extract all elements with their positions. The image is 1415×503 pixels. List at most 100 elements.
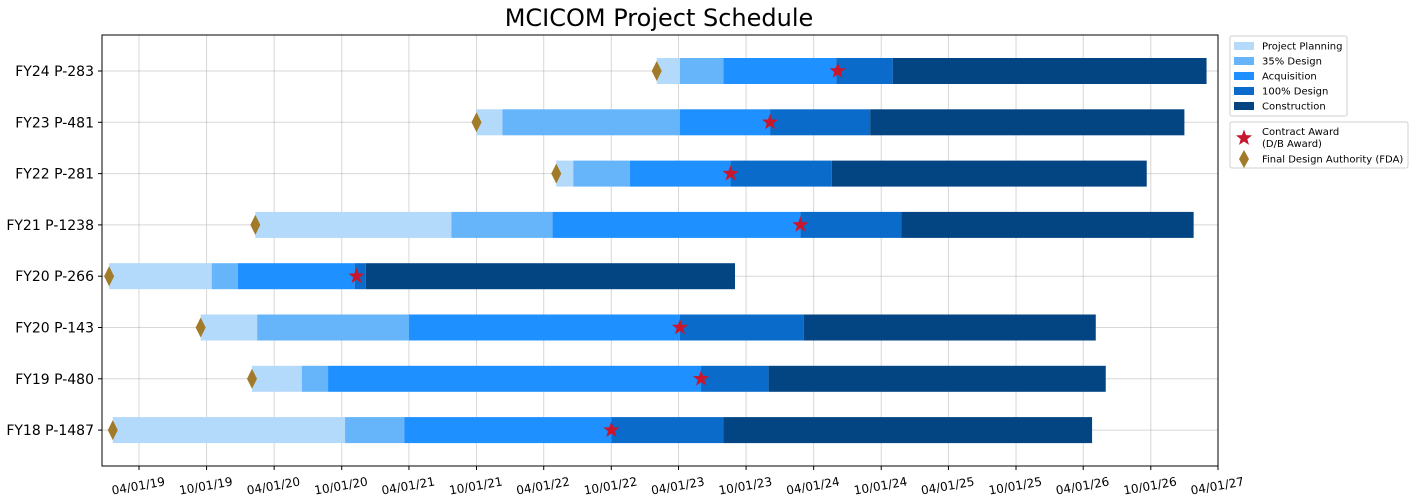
legend-swatch	[1234, 72, 1254, 80]
bar-35-design	[451, 211, 553, 238]
legend-label: Acquisition	[1262, 72, 1317, 83]
grid-lines	[98, 35, 1219, 470]
bar-100-design	[770, 109, 871, 136]
legend-label: Final Design Authority (FDA)	[1262, 155, 1403, 166]
bar-35-design	[573, 160, 630, 187]
plot-frame	[101, 34, 1219, 467]
x-tick-label: 10/01/20	[313, 474, 369, 497]
legend-swatch	[1234, 42, 1254, 50]
bar-acquisition	[629, 160, 731, 187]
bar-project-planning	[251, 365, 302, 392]
award-star-marker	[692, 370, 710, 386]
legend-swatch	[1234, 87, 1254, 95]
legend-markers: Contract Award (D/B Award) Final Design Au…	[1229, 121, 1409, 169]
bar-acquisition	[723, 58, 837, 84]
y-tick-label: FY22 P-281	[15, 167, 94, 183]
legend-label: Contract Award (D/B Award)	[1262, 127, 1339, 150]
award-star-marker	[761, 113, 779, 130]
award-star-marker	[792, 216, 809, 232]
legend-box	[1229, 121, 1409, 169]
bar-construction	[365, 263, 735, 290]
bar-100-design	[836, 58, 893, 84]
x-tick-label: 04/01/24	[785, 474, 841, 497]
bar-35-design	[502, 109, 680, 136]
y-tick-label: FY21 P-1238	[6, 218, 94, 234]
award-star-marker	[722, 165, 739, 181]
bar-acquisition	[328, 365, 702, 392]
bar-100-design	[679, 314, 804, 341]
bar-acquisition	[679, 109, 771, 136]
bar-100-design	[800, 211, 902, 238]
legend-swatch	[1234, 57, 1254, 65]
fda-diamond-marker	[195, 317, 206, 338]
legend-label: Construction	[1262, 102, 1326, 113]
award-star-marker	[603, 421, 620, 437]
x-tick-label: 10/01/19	[178, 474, 234, 497]
legend-star-icon	[1235, 129, 1253, 145]
y-tick-label: FY23 P-481	[15, 115, 94, 131]
x-tick-label: 04/01/21	[380, 474, 436, 497]
legend-swatch	[1234, 102, 1254, 110]
bar-35-design	[679, 58, 724, 84]
bar-project-planning	[112, 417, 346, 444]
fda-diamond-marker	[551, 163, 562, 184]
fda-diamond-marker	[104, 266, 115, 287]
fda-diamond-marker	[471, 112, 482, 133]
bar-acquisition	[237, 263, 355, 290]
x-tick-label: 04/01/25	[920, 474, 976, 497]
y-tick-label: FY18 P-1487	[6, 423, 94, 439]
bar-100-design	[611, 417, 724, 444]
legend-label: 35% Design	[1262, 57, 1322, 68]
bar-project-planning	[556, 160, 574, 187]
bar-construction	[831, 160, 1147, 187]
x-axis-labels: 04/01/19 10/01/19 04/01/20 10/01/20 04/01/21…	[111, 474, 1246, 497]
bar-project-planning	[109, 263, 212, 290]
bar-acquisition	[552, 211, 801, 238]
bar-acquisition	[408, 314, 680, 341]
bar-acquisition	[404, 417, 612, 444]
bar-35-design	[301, 365, 329, 392]
bar-project-planning	[656, 58, 680, 84]
fda-diamond-marker	[250, 214, 261, 235]
legend-diamond-icon	[1239, 150, 1249, 168]
bar-project-planning	[255, 211, 452, 238]
x-tick-label: 10/01/26	[1122, 474, 1178, 497]
bar-construction	[870, 109, 1185, 136]
x-tick-label: 10/01/25	[988, 474, 1044, 497]
x-tick-label: 10/01/24	[853, 474, 909, 497]
bar-100-design	[730, 160, 832, 187]
bar-project-planning	[200, 314, 258, 341]
fda-diamond-marker	[651, 61, 662, 81]
bar-construction	[892, 58, 1207, 84]
x-tick-label: 04/01/27	[1190, 474, 1246, 497]
bar-construction	[723, 417, 1093, 444]
bar-100-design	[701, 365, 769, 392]
award-star-marker	[348, 267, 365, 284]
bar-construction	[803, 314, 1096, 341]
y-tick-label: FY19 P-480	[15, 372, 94, 388]
bar-layer	[109, 58, 1207, 444]
award-star-marker	[829, 62, 846, 78]
bar-35-design	[257, 314, 409, 341]
x-tick-label: 10/01/22	[583, 474, 639, 497]
x-tick-label: 04/01/20	[246, 474, 302, 497]
legend-phases: Project Planning 35% Design Acquisition 100…	[1229, 35, 1348, 117]
x-tick-label: 10/01/21	[448, 474, 504, 497]
legend-box	[1229, 35, 1348, 117]
bar-construction	[768, 365, 1106, 392]
y-axis-labels: FY24 P-283 FY23 P-481 FY22 P-281 FY21 P-123…	[6, 64, 94, 439]
y-tick-label: FY24 P-283	[15, 64, 94, 80]
bar-construction	[901, 211, 1194, 238]
x-tick-label: 04/01/19	[111, 474, 167, 497]
fda-diamond-marker	[246, 368, 257, 389]
marker-layer	[104, 61, 846, 441]
bar-35-design	[211, 263, 238, 290]
x-tick-label: 04/01/23	[650, 474, 706, 497]
bar-35-design	[345, 417, 405, 444]
x-tick-label: 04/01/22	[515, 474, 571, 497]
y-tick-label: FY20 P-266	[15, 269, 94, 285]
y-tick-label: FY20 P-143	[15, 321, 94, 337]
award-star-marker	[671, 319, 689, 335]
legend-label: Project Planning	[1262, 42, 1342, 53]
x-tick-label: 10/01/23	[718, 474, 774, 497]
